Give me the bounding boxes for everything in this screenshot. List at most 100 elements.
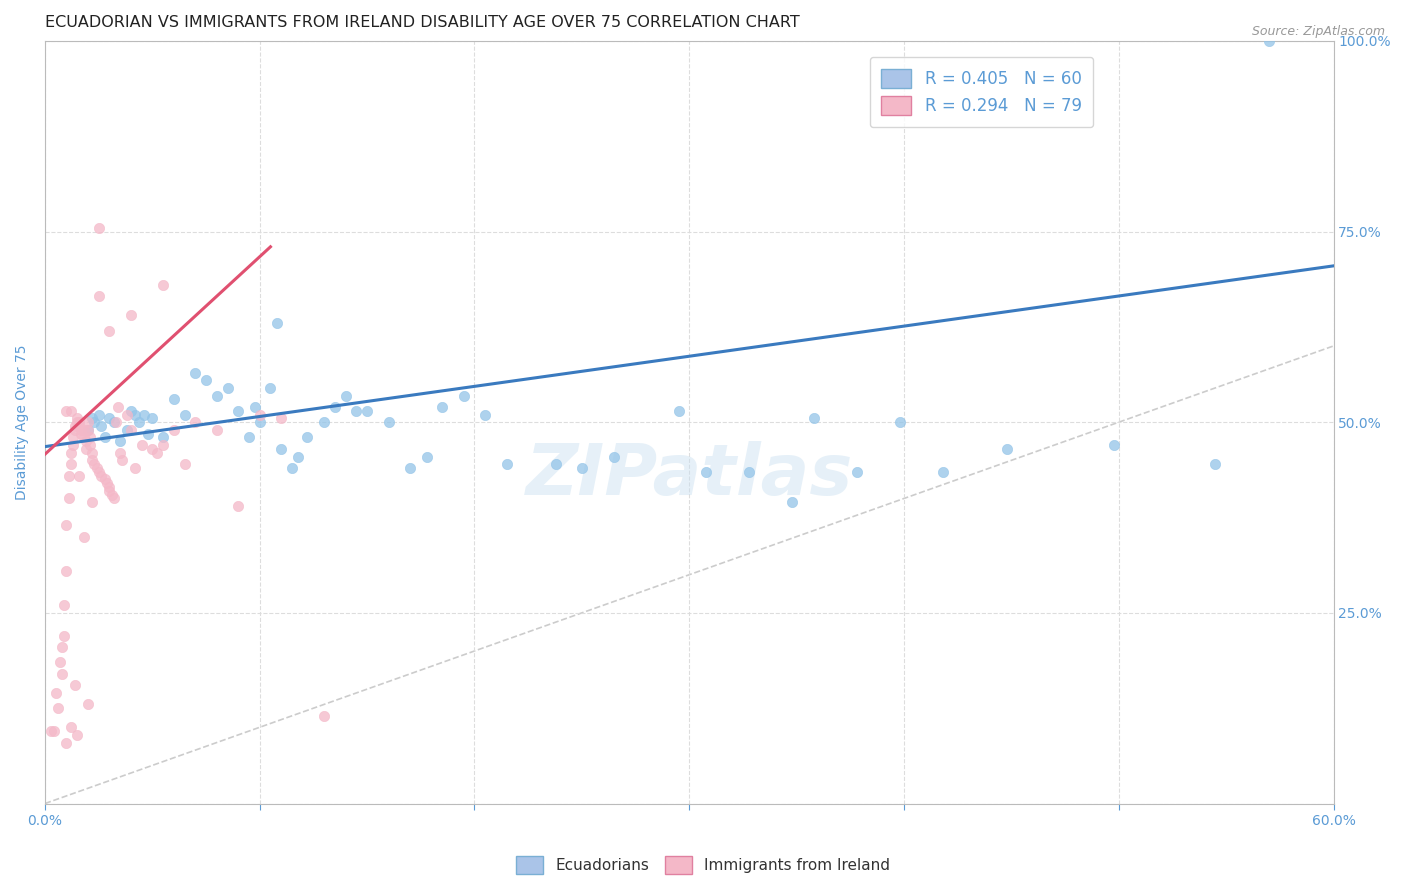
Point (86, 461, 108, 475)
Point (145, 446, 167, 460)
Point (245, 400, 267, 414)
Point (103, 491, 125, 506)
Point (82, 411, 104, 425)
Point (120, 423, 142, 437)
Y-axis label: Disability Age Over 75: Disability Age Over 75 (15, 344, 30, 500)
Point (152, 277, 174, 292)
Point (356, 404, 378, 418)
Point (270, 411, 292, 425)
Point (42, 724, 65, 739)
Point (173, 457, 195, 471)
Point (72, 423, 94, 437)
Point (344, 404, 367, 418)
Point (51, 640, 73, 655)
Point (287, 450, 309, 464)
Point (87, 465, 110, 479)
Point (314, 415, 336, 429)
Point (141, 442, 163, 456)
Point (668, 404, 690, 418)
Point (124, 408, 146, 422)
Point (94, 472, 117, 486)
Point (90, 419, 112, 434)
Point (163, 392, 186, 407)
Point (79, 430, 101, 444)
Point (75, 442, 97, 456)
Point (98, 480, 121, 494)
Point (67, 415, 90, 429)
Point (77, 698, 100, 712)
Point (83, 415, 105, 429)
Point (55, 735, 77, 749)
Legend: R = 0.405   N = 60, R = 0.294   N = 79: R = 0.405 N = 60, R = 0.294 N = 79 (869, 57, 1094, 127)
Point (1104, 438, 1126, 452)
Point (141, 411, 163, 425)
Point (432, 400, 454, 414)
Point (98, 483, 121, 498)
Point (77, 423, 100, 437)
Point (104, 415, 127, 429)
Point (314, 708, 336, 723)
Point (72, 530, 94, 544)
Point (453, 388, 475, 402)
Point (46, 701, 69, 715)
Point (90, 468, 112, 483)
Point (416, 450, 439, 464)
Point (66, 415, 89, 429)
Point (82, 446, 104, 460)
Point (474, 408, 496, 422)
Point (399, 461, 422, 475)
Point (70, 426, 93, 441)
Point (66, 728, 89, 742)
Point (295, 430, 318, 444)
Point (87, 220, 110, 235)
Point (59, 457, 82, 471)
Point (184, 366, 207, 380)
Point (136, 426, 159, 441)
Point (63, 419, 86, 434)
Point (45, 686, 67, 700)
Point (152, 430, 174, 444)
Point (124, 461, 146, 475)
Point (58, 491, 80, 506)
Point (571, 461, 593, 475)
Point (131, 438, 153, 452)
Point (62, 438, 84, 452)
Point (72, 430, 94, 444)
Point (67, 419, 90, 434)
Point (217, 381, 239, 395)
Point (79, 438, 101, 452)
Point (281, 461, 304, 475)
Point (115, 408, 138, 422)
Point (100, 488, 122, 502)
Point (51, 666, 73, 681)
Point (173, 408, 195, 422)
Point (738, 465, 761, 479)
Point (249, 415, 271, 429)
Point (82, 453, 104, 467)
Point (77, 415, 100, 429)
Point (120, 309, 142, 323)
Point (96, 476, 118, 491)
Point (108, 434, 131, 449)
Point (803, 411, 825, 425)
Point (205, 388, 228, 402)
Point (108, 446, 131, 460)
Point (995, 442, 1018, 456)
Text: ZIPatlas: ZIPatlas (526, 441, 853, 510)
Point (66, 411, 89, 425)
Point (259, 381, 281, 395)
Point (889, 415, 911, 429)
Point (59, 404, 82, 418)
Point (59, 720, 82, 734)
Point (87, 408, 110, 422)
Point (62, 430, 84, 444)
Point (163, 423, 186, 437)
Point (55, 404, 77, 418)
Point (249, 408, 271, 422)
Point (184, 415, 207, 429)
Point (115, 423, 138, 437)
Point (63, 678, 86, 692)
Point (603, 450, 626, 464)
Point (75, 434, 97, 449)
Point (495, 457, 517, 471)
